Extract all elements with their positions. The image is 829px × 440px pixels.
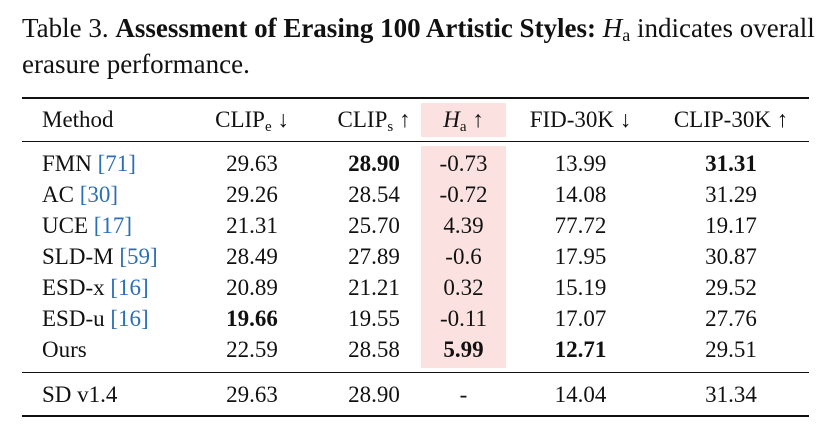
header-method: Method [42, 107, 114, 132]
clip-s-cell: 28.54 [348, 182, 400, 207]
ha-cell: 5.99 [443, 337, 484, 362]
table-row: ESD-u [16] 19.66 19.55 -0.11 17.07 27.76 [22, 303, 809, 335]
clip-s-cell: 19.55 [348, 306, 400, 331]
header-clip-30k: CLIP-30K ↑ [673, 107, 789, 132]
citation-link[interactable]: [59] [119, 244, 158, 269]
clip-s-cell: 28.90 [348, 151, 400, 176]
ha-cell: -0.6 [445, 244, 482, 269]
citation-link[interactable]: [17] [93, 213, 133, 238]
method-cell: AC [30] [42, 182, 119, 207]
method-cell: ESD-u [16] [42, 306, 149, 331]
clip-e-cell: 29.26 [226, 182, 278, 207]
clip-e-cell: 20.89 [226, 275, 278, 300]
top-rule [22, 97, 809, 99]
caption-prefix: Table 3. [22, 13, 116, 43]
ha-cell: 0.32 [443, 275, 484, 300]
method-cell: ESD-x [16] [42, 275, 149, 300]
method-cell: SLD-M [59] [42, 244, 158, 269]
citation-link[interactable]: [16] [110, 306, 149, 331]
table-caption: Table 3. Assessment of Erasing 100 Artis… [22, 10, 822, 82]
clip-e-cell: 22.59 [226, 337, 278, 362]
fid-cell: 13.99 [554, 151, 607, 176]
table-row: ESD-x [16] 20.89 21.21 0.32 15.19 29.52 [22, 272, 809, 304]
clip-s-cell: 28.90 [348, 382, 400, 407]
citation-link[interactable]: [16] [110, 275, 149, 300]
header-rule [22, 141, 809, 142]
bottom-rule [22, 415, 809, 417]
fid-cell: 15.19 [554, 275, 607, 300]
method-cell: Ours [42, 337, 87, 362]
clip-30k-cell: 31.31 [705, 151, 757, 176]
header-ha: Ha ↑ [443, 107, 484, 135]
fid-cell: 14.04 [554, 382, 607, 407]
ha-cell: 4.39 [443, 213, 484, 238]
clip-e-cell: 29.63 [226, 151, 278, 176]
citation-link[interactable]: [71] [97, 151, 136, 176]
ha-column-highlight [421, 146, 506, 368]
method-cell: FMN [71] [42, 151, 136, 176]
fid-cell: 12.71 [554, 337, 607, 362]
clip-30k-cell: 27.76 [705, 306, 757, 331]
clip-s-cell: 28.58 [348, 337, 400, 362]
clip-s-cell: 25.70 [348, 213, 400, 238]
header-clip-e: CLIPe ↓ [215, 107, 289, 135]
caption-suffix: indicates overall erasure performance. [22, 13, 815, 79]
header-clip-s: CLIPs ↑ [337, 107, 411, 135]
clip-e-cell: 28.49 [226, 244, 278, 269]
clip-30k-cell: 31.34 [705, 382, 757, 407]
clip-s-cell: 27.89 [348, 244, 400, 269]
table-row: UCE [17] 21.31 25.70 4.39 77.72 19.17 [22, 210, 809, 242]
fid-cell: 14.08 [554, 182, 607, 207]
ha-cell: -0.73 [439, 151, 488, 176]
fid-cell: 17.95 [554, 244, 607, 269]
method-cell: UCE [17] [42, 213, 133, 238]
method-cell: SD v1.4 [42, 382, 118, 407]
ha-header-highlight [421, 103, 506, 137]
header-row: Method CLIPe ↓ CLIPs ↑ Ha ↑ FID-30K ↓ CL… [22, 104, 809, 136]
ha-cell: -0.72 [439, 182, 488, 207]
clip-e-cell: 29.63 [226, 382, 278, 407]
ha-cell: -0.11 [439, 306, 488, 331]
table-row: SLD-M [59] 28.49 27.89 -0.6 17.95 30.87 [22, 241, 809, 273]
clip-30k-cell: 19.17 [705, 213, 757, 238]
citation-link[interactable]: [30] [79, 182, 119, 207]
table-row: Ours 22.59 28.58 5.99 12.71 29.51 [22, 334, 809, 366]
clip-e-cell: 19.66 [226, 306, 278, 331]
clip-30k-cell: 29.52 [705, 275, 757, 300]
fid-cell: 17.07 [554, 306, 607, 331]
clip-30k-cell: 30.87 [705, 244, 757, 269]
caption-metric-symbol: H [602, 13, 623, 43]
table-row: AC [30] 29.26 28.54 -0.72 14.08 31.29 [22, 179, 809, 211]
clip-s-cell: 21.21 [348, 275, 400, 300]
clip-30k-cell: 29.51 [705, 337, 757, 362]
table-row: FMN [71] 29.63 28.90 -0.73 13.99 31.31 [22, 148, 809, 180]
ha-cell: - [459, 382, 468, 407]
fid-cell: 77.72 [554, 213, 607, 238]
clip-30k-cell: 31.29 [705, 182, 757, 207]
caption-title: Assessment of Erasing 100 Artistic Style… [115, 13, 597, 43]
baseline-row: SD v1.4 29.63 28.90 - 14.04 31.34 [22, 379, 809, 411]
header-fid-30k: FID-30K ↓ [529, 107, 632, 132]
baseline-rule [22, 372, 809, 373]
caption-metric-subscript: a [622, 25, 631, 45]
clip-e-cell: 21.31 [226, 213, 278, 238]
